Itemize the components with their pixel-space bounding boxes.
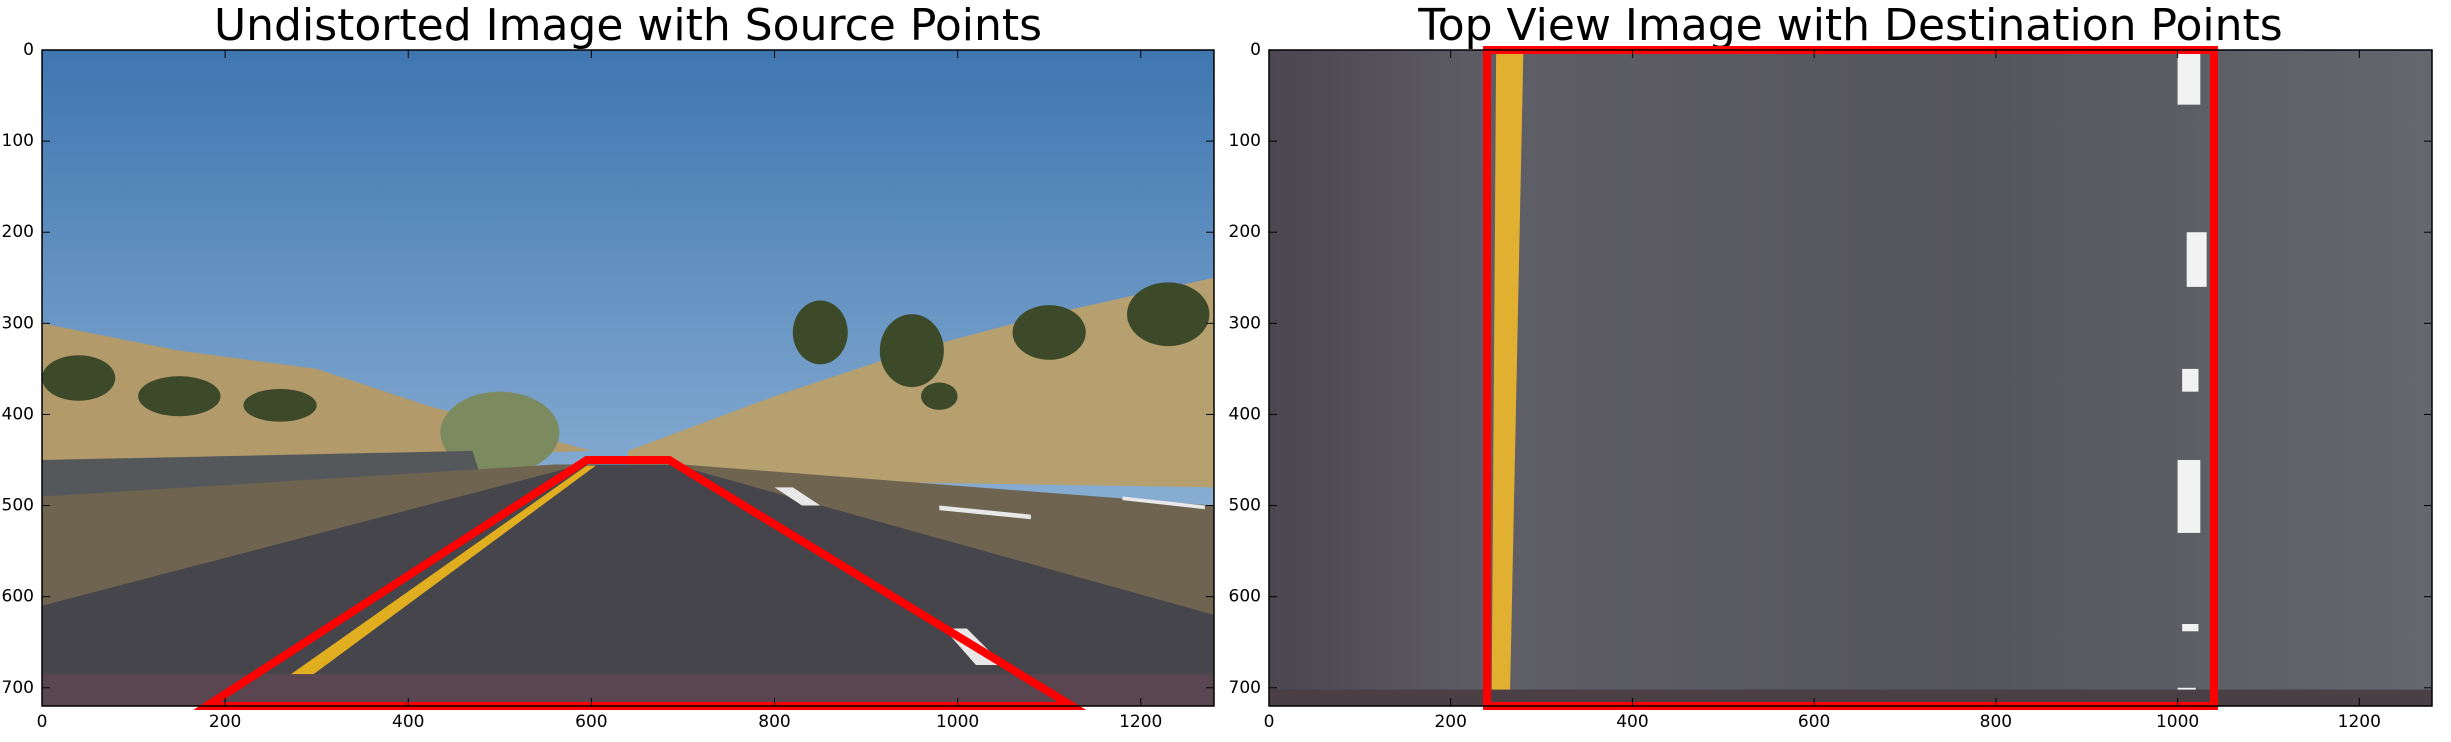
- y-tick-label: 400: [1229, 404, 1261, 424]
- y-tick-label: 600: [2, 587, 34, 607]
- x-tick-label: 1000: [936, 712, 979, 732]
- x-tick-label: 0: [37, 712, 48, 732]
- photo-top-view: [1269, 50, 2432, 706]
- y-tick-label: 200: [1229, 222, 1261, 242]
- subplot-title: Undistorted Image with Source Points: [214, 0, 1042, 51]
- y-tick-label: 100: [1229, 131, 1261, 151]
- x-tick-label: 600: [575, 712, 607, 732]
- y-tick-label: 100: [2, 131, 34, 151]
- x-tick-label: 200: [1434, 712, 1466, 732]
- y-tick-label: 200: [2, 222, 34, 242]
- x-tick-label: 800: [1980, 712, 2012, 732]
- x-tick-label: 1200: [1119, 712, 1162, 732]
- y-tick-label: 700: [1229, 678, 1261, 698]
- y-tick-label: 400: [2, 404, 34, 424]
- x-tick-label: 1000: [2156, 712, 2199, 732]
- x-tick-label: 200: [209, 712, 241, 732]
- y-tick-label: 0: [1250, 40, 1261, 60]
- x-tick-label: 600: [1798, 712, 1830, 732]
- x-tick-label: 0: [1264, 712, 1275, 732]
- x-tick-label: 400: [1616, 712, 1648, 732]
- x-tick-label: 1200: [2338, 712, 2381, 732]
- photo-undistorted: [42, 50, 1214, 706]
- y-tick-label: 300: [1229, 313, 1261, 333]
- y-tick-label: 500: [1229, 496, 1261, 516]
- axes-frame: [41, 49, 1215, 707]
- y-tick-label: 0: [23, 40, 34, 60]
- axes-frame: [1268, 49, 2433, 707]
- y-tick-label: 500: [2, 496, 34, 516]
- x-tick-label: 400: [392, 712, 424, 732]
- y-tick-label: 300: [2, 313, 34, 333]
- x-tick-label: 800: [758, 712, 790, 732]
- subplot-title: Top View Image with Destination Points: [1417, 0, 2282, 51]
- y-tick-label: 700: [2, 678, 34, 698]
- y-tick-label: 600: [1229, 587, 1261, 607]
